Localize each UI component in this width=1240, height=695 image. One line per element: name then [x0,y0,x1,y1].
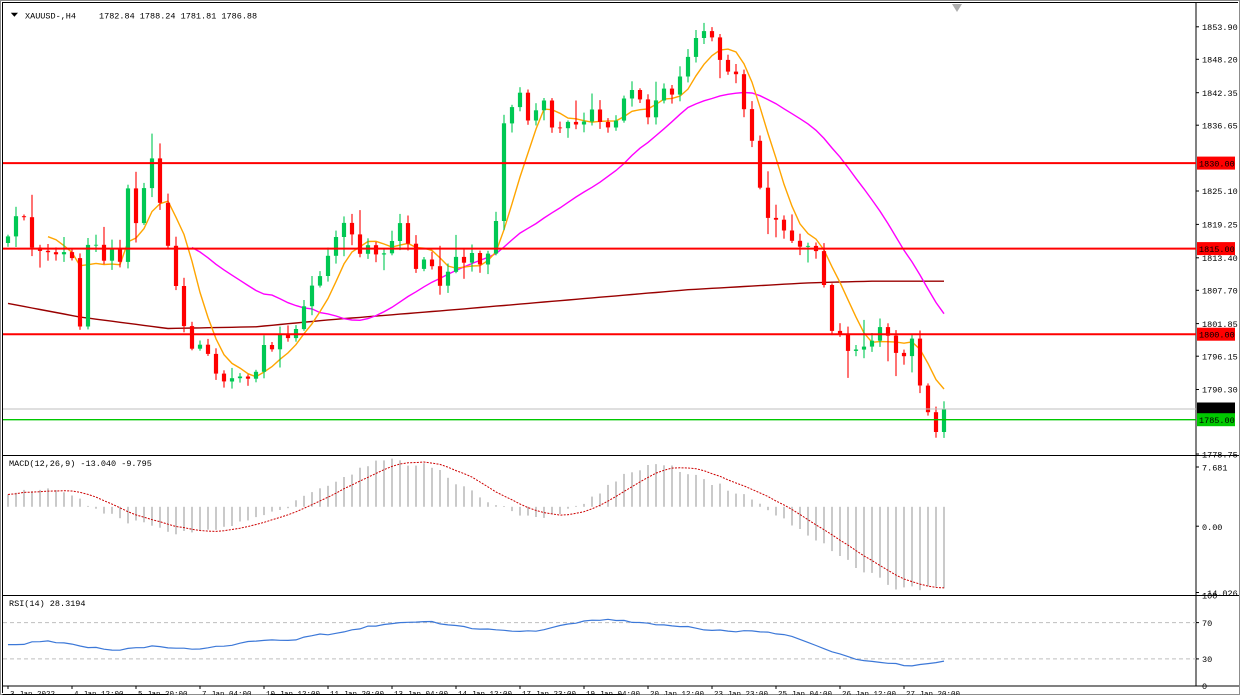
svg-text:XAUUSD-,H4: XAUUSD-,H4 [25,12,76,22]
svg-text:70: 70 [1202,619,1212,629]
svg-text:30: 30 [1202,655,1212,665]
svg-text:1853.90: 1853.90 [1202,23,1238,33]
svg-text:100: 100 [1202,592,1217,602]
svg-text:27 Jan 20:00: 27 Jan 20:00 [906,691,961,695]
svg-text:1800.00: 1800.00 [1199,330,1235,340]
svg-text:1796.15: 1796.15 [1202,352,1238,362]
svg-text:7.681: 7.681 [1202,464,1228,474]
svg-text:20 Jan 12:00: 20 Jan 12:00 [650,691,705,695]
svg-text:RSI(14) 28.3194: RSI(14) 28.3194 [9,599,86,609]
svg-text:1848.20: 1848.20 [1202,56,1238,66]
svg-text:1842.35: 1842.35 [1202,89,1238,99]
svg-text:1790.30: 1790.30 [1202,386,1238,396]
svg-text:1785.00: 1785.00 [1199,416,1235,426]
svg-text:26 Jan 12:00: 26 Jan 12:00 [842,691,897,695]
svg-text:0: 0 [1202,682,1207,692]
svg-text:1830.00: 1830.00 [1199,159,1235,169]
svg-text:1813.40: 1813.40 [1202,254,1238,264]
svg-text:0.00: 0.00 [1202,523,1222,533]
svg-text:1778.75: 1778.75 [1202,451,1238,461]
svg-text:1825.10: 1825.10 [1202,187,1238,197]
svg-text:MACD(12,26,9) -13.040 -9.795: MACD(12,26,9) -13.040 -9.795 [9,459,152,469]
svg-text:25 Jan 04:00: 25 Jan 04:00 [778,691,833,695]
svg-text:1815.00: 1815.00 [1199,245,1235,255]
svg-text:23 Jan 23:00: 23 Jan 23:00 [714,691,769,695]
svg-text:1782.84 1788.24 1781.81 1786.8: 1782.84 1788.24 1781.81 1786.88 [99,12,257,22]
svg-text:1807.70: 1807.70 [1202,287,1238,297]
svg-text:1836.65: 1836.65 [1202,121,1238,131]
svg-text:7 Jan 04:00: 7 Jan 04:00 [202,691,252,695]
svg-text:1819.25: 1819.25 [1202,221,1238,231]
